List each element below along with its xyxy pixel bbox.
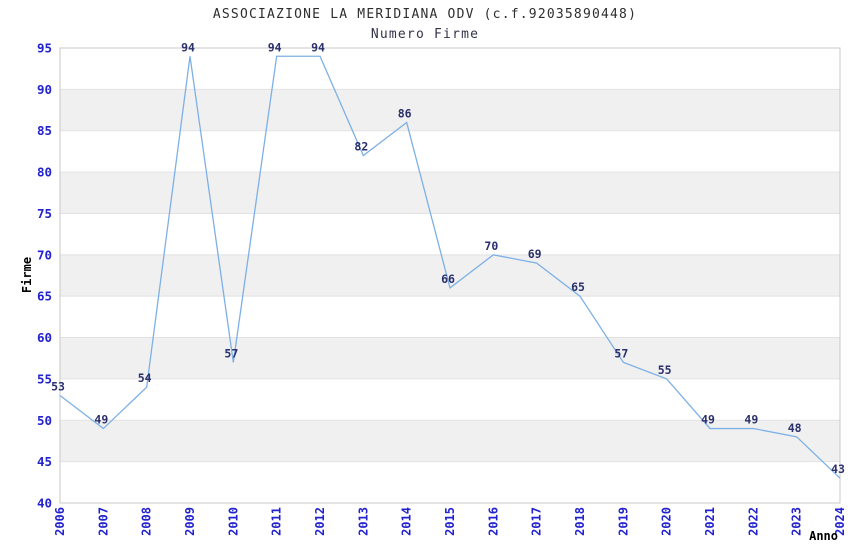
data-point-label: 94 (181, 40, 195, 54)
data-point-label: 57 (224, 346, 238, 360)
data-point-label: 57 (614, 346, 628, 360)
x-tick-label: 2019 (616, 507, 630, 536)
y-tick-label: 40 (37, 496, 52, 511)
data-point-label: 49 (701, 413, 715, 427)
x-tick-label: 2022 (746, 507, 760, 536)
data-line (59, 55, 841, 479)
x-tick-label: 2014 (400, 507, 414, 536)
data-point-label: 54 (138, 371, 152, 385)
plot-band (60, 461, 840, 503)
x-tick-label: 2012 (313, 507, 327, 536)
x-tick-label: 2011 (270, 507, 284, 536)
x-tick-label: 2008 (140, 507, 154, 536)
y-tick-label: 65 (37, 289, 52, 304)
data-point-label: 69 (528, 247, 542, 261)
data-point-label: 86 (398, 106, 412, 120)
y-tick-label: 60 (37, 330, 52, 345)
data-point-label: 82 (354, 140, 368, 154)
y-tick-label: 95 (37, 41, 52, 56)
x-tick-label: 2024 (833, 507, 847, 536)
plot-band (60, 254, 840, 297)
x-tick-label: 2023 (790, 507, 804, 536)
x-tick-label: 2020 (660, 507, 674, 536)
plot-band (60, 296, 840, 338)
plot-band (60, 337, 840, 379)
plot-band (60, 89, 840, 131)
y-tick-label: 70 (37, 247, 52, 262)
plot-band (60, 213, 840, 255)
data-point-label: 70 (484, 239, 498, 253)
data-point-label: 94 (311, 40, 325, 54)
y-tick-label: 90 (37, 82, 52, 97)
y-tick-label: 80 (37, 165, 52, 180)
plot-band (60, 48, 840, 90)
data-point-label: 49 (94, 413, 108, 427)
plot-band (60, 172, 840, 214)
y-tick-label: 85 (37, 123, 52, 138)
x-tick-label: 2010 (226, 507, 240, 536)
x-tick-label: 2015 (443, 507, 457, 536)
chart-subtitle: Numero Firme (370, 27, 480, 42)
y-tick-label: 50 (37, 413, 52, 428)
x-tick-label: 2018 (573, 507, 587, 536)
y-tick-label: 75 (37, 206, 52, 221)
data-point-label: 49 (744, 413, 758, 427)
x-tick-label: 2007 (96, 507, 110, 536)
y-axis-title: Firme (20, 256, 34, 294)
x-tick-label: 2006 (53, 507, 67, 536)
x-tick-label: 2021 (703, 507, 717, 536)
data-point-label: 94 (268, 40, 282, 54)
plot-band (60, 378, 840, 421)
data-point-label: 43 (831, 462, 845, 476)
data-point-label: 66 (441, 272, 455, 286)
data-point-label: 65 (571, 280, 585, 294)
data-point-label: 55 (658, 363, 672, 377)
y-tick-label: 55 (37, 371, 52, 386)
data-point-label: 53 (51, 379, 65, 393)
x-axis-title: Anno (809, 529, 838, 543)
plot-band (60, 130, 840, 173)
x-tick-label: 2009 (183, 507, 197, 536)
y-tick-label: 45 (37, 454, 52, 469)
x-tick-label: 2017 (530, 507, 544, 536)
data-point-label: 48 (788, 421, 802, 435)
plot-band (60, 420, 840, 462)
x-tick-label: 2013 (356, 507, 370, 536)
x-tick-label: 2016 (486, 507, 500, 536)
chart-title: ASSOCIAZIONE LA MERIDIANA ODV (c.f.92035… (212, 7, 638, 22)
plot-border (59, 47, 841, 504)
